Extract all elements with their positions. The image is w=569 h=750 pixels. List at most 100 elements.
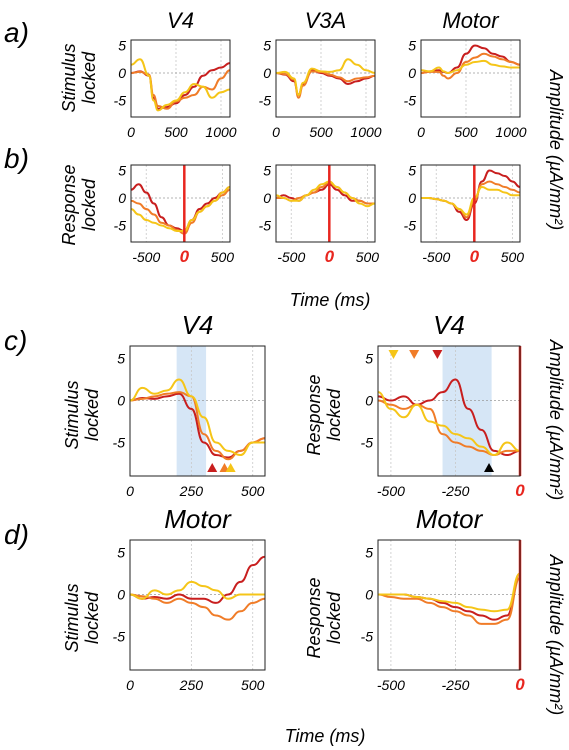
panel-letter-d: d) [4, 519, 29, 550]
series-line-red [378, 572, 521, 621]
chart-title: V3A [305, 8, 347, 33]
amplitude-label-d: Amplitude (µA/mm²) [546, 554, 566, 715]
x-tick-label: 0 [126, 677, 134, 693]
y-tick-label: 0 [365, 393, 373, 409]
series-line-red [130, 183, 231, 232]
series-line-yellow [129, 580, 266, 600]
chart-d2: -5 0 5 -500 -250 0 Motor [361, 504, 526, 694]
row-label-a: Stimulus locked [59, 43, 99, 112]
chart-title: Motor [442, 8, 500, 33]
shaded-window [442, 346, 492, 476]
plot-frame [420, 39, 521, 118]
y-tick-label: 0 [117, 393, 125, 409]
event-marker-red [207, 463, 218, 472]
x-tick-label: 500 [356, 249, 380, 265]
time-label-ab: Time (ms) [290, 290, 371, 310]
chart-title: V4 [182, 310, 214, 340]
y-tick-label: -5 [114, 93, 127, 109]
series-line-orange [377, 576, 521, 625]
x-tick-label: 500 [241, 677, 265, 693]
x-tick-label: 0 [180, 247, 190, 266]
x-tick-label: 0 [272, 124, 280, 140]
x-tick-label: -500 [422, 249, 450, 265]
y-tick-label: 0 [408, 65, 416, 81]
y-tick-label: -5 [361, 628, 374, 644]
y-tick-label: 5 [118, 163, 126, 179]
y-tick-label: 5 [263, 38, 271, 54]
x-tick-label: 500 [309, 124, 333, 140]
chart-title: Motor [416, 504, 484, 534]
y-tick-label: 5 [365, 545, 373, 561]
y-tick-label: 0 [365, 587, 373, 603]
y-tick-label: -5 [404, 93, 417, 109]
y-tick-label: 5 [408, 38, 416, 54]
svg-text:locked: locked [79, 51, 99, 104]
svg-text:Response: Response [304, 577, 324, 658]
chart-c1: -5 0 5 0 250 500 V4 [113, 310, 266, 499]
event-marker-yellow [225, 463, 236, 472]
x-tick-label: 1000 [495, 124, 526, 140]
plot-frame [130, 39, 231, 118]
x-tick-label: 0 [127, 124, 135, 140]
row-label-d-right: Response locked [304, 577, 344, 658]
plot-frame [129, 539, 266, 671]
plot-frame [420, 164, 521, 243]
y-tick-label: 0 [263, 190, 271, 206]
svg-text:Amplitude (µA/mm²): Amplitude (µA/mm²) [546, 69, 566, 230]
series-line-yellow [420, 186, 520, 216]
x-tick-label: -500 [132, 249, 160, 265]
x-tick-label: -250 [441, 677, 469, 693]
y-tick-label: 5 [263, 163, 271, 179]
series-line-orange [129, 391, 266, 461]
x-tick-label: 500 [211, 249, 235, 265]
series-line-orange [420, 52, 521, 80]
chart-b1: -5 0 5 -500 0 500 [114, 163, 235, 267]
series-line-orange [129, 593, 266, 621]
svg-text:Stimulus: Stimulus [62, 583, 82, 652]
y-tick-label: -5 [114, 218, 127, 234]
x-tick-label: 500 [164, 124, 188, 140]
series-line-yellow [275, 180, 376, 208]
chart-title: Motor [164, 504, 232, 534]
chart-title: V4 [167, 8, 194, 33]
svg-text:locked: locked [82, 591, 102, 644]
x-tick-label: 0 [325, 247, 335, 266]
x-tick-label: -500 [277, 249, 305, 265]
y-tick-label: -5 [259, 218, 272, 234]
series-line-yellow [130, 58, 231, 112]
series-line-yellow [129, 378, 265, 457]
series-line-yellow [420, 59, 520, 74]
row-label-c-left: Stimulus locked [62, 380, 102, 449]
x-tick-label: -250 [441, 483, 469, 499]
y-tick-label: 0 [263, 65, 271, 81]
x-tick-label: 1000 [205, 124, 236, 140]
chart-d1: -5 0 5 0 250 500 Motor [113, 504, 266, 693]
y-tick-label: 0 [117, 587, 125, 603]
y-tick-label: 5 [117, 351, 125, 367]
chart-b3: -5 0 5 -500 0 500 [404, 163, 525, 267]
y-tick-label: 0 [118, 190, 126, 206]
series-line-red [129, 555, 266, 604]
svg-text:Amplitude (µA/mm²): Amplitude (µA/mm²) [546, 554, 566, 715]
panel-letter-c: c) [4, 325, 27, 356]
plot-frame [377, 345, 521, 477]
plot-frame [275, 39, 376, 118]
event-marker-orange [409, 350, 420, 359]
svg-text:Stimulus: Stimulus [59, 43, 79, 112]
svg-text:Amplitude (µA/mm²): Amplitude (µA/mm²) [546, 339, 566, 500]
chart-c2: -5 0 5 -500 -250 0 V4 [361, 310, 526, 500]
x-tick-label: 500 [454, 124, 478, 140]
series-line-yellow [275, 58, 376, 96]
y-tick-label: -5 [259, 93, 272, 109]
y-tick-label: 5 [118, 38, 126, 54]
chart-b2: -5 0 5 -500 0 500 [259, 163, 380, 267]
x-tick-label: 250 [179, 483, 204, 499]
x-tick-label: 500 [501, 249, 525, 265]
plot-frame [377, 539, 521, 671]
series-line-red [377, 378, 521, 457]
